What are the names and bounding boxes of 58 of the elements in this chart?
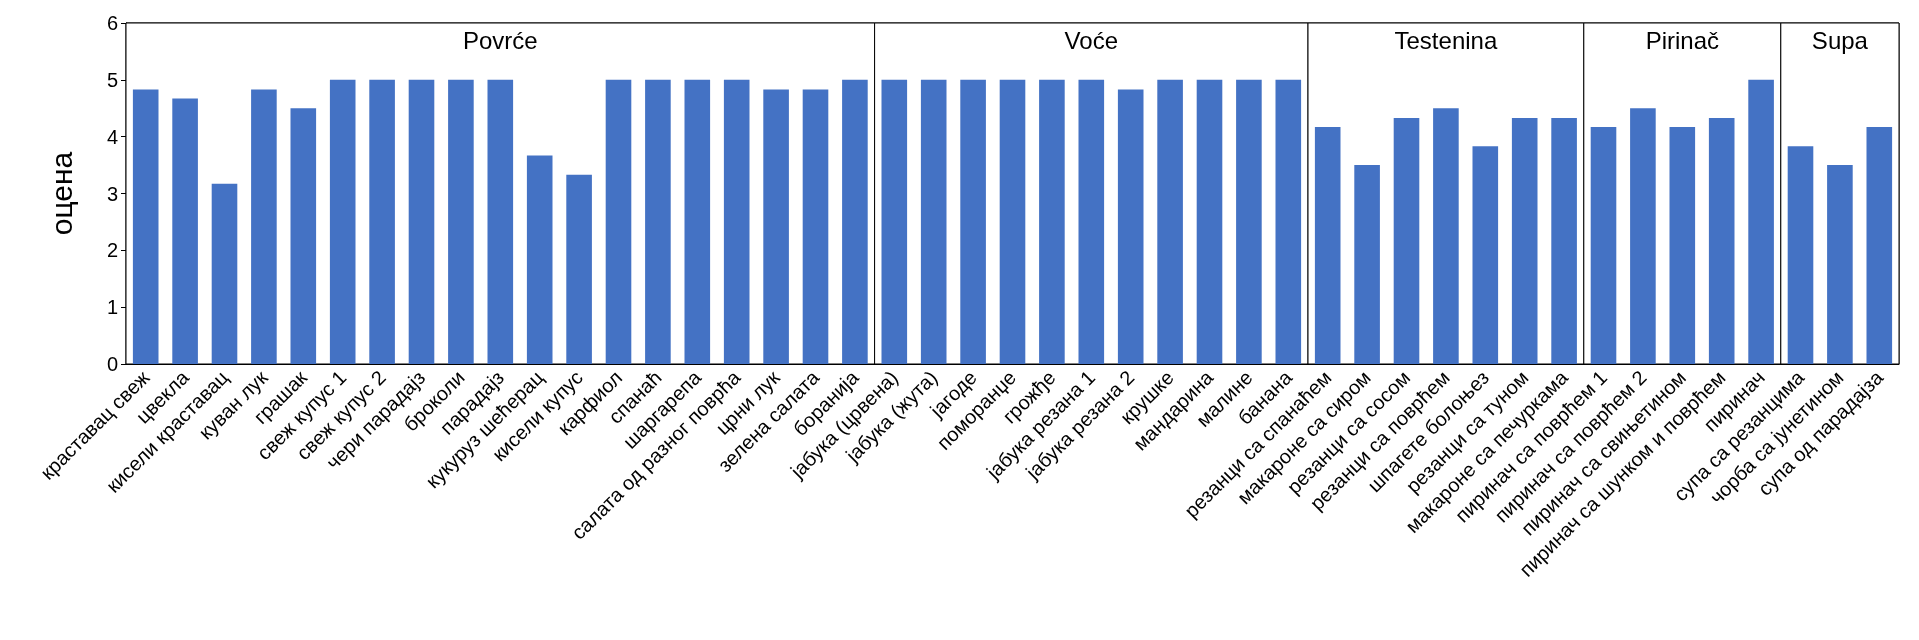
bar: [1748, 79, 1774, 364]
bar: [881, 79, 908, 364]
bar: [1551, 117, 1577, 364]
bar: [1314, 127, 1341, 364]
band-label: Supa: [1811, 27, 1869, 54]
band-label: Pirinač: [1645, 27, 1719, 54]
bar: [1787, 146, 1814, 364]
bar: [605, 79, 632, 364]
bar: [1511, 117, 1538, 364]
bar: [1433, 108, 1459, 364]
bar: [1393, 117, 1420, 364]
bar: [1630, 108, 1656, 364]
band-label: Voće: [1064, 27, 1118, 54]
bar: [1708, 117, 1735, 364]
bar: [920, 79, 947, 364]
y-axis-title: оцена: [44, 151, 78, 236]
bar: [251, 89, 277, 364]
bar: [684, 79, 711, 364]
bar: [960, 79, 986, 364]
bar: [1275, 79, 1302, 364]
y-tick-label: 5: [106, 68, 118, 91]
bar: [802, 89, 829, 364]
y-tick-label: 3: [106, 182, 118, 205]
band-label: Povrće: [462, 27, 538, 54]
y-tick-label: 4: [106, 125, 118, 148]
bar: [487, 79, 514, 364]
y-tick-label: 6: [106, 12, 118, 34]
bar: [842, 79, 868, 364]
bar: [448, 79, 474, 364]
bar: [290, 108, 317, 364]
bar: [329, 79, 356, 364]
bar: [1669, 127, 1696, 364]
bar: [1590, 127, 1617, 364]
bar: [1157, 79, 1183, 364]
bar: [211, 183, 238, 364]
bar: [1039, 79, 1065, 364]
band-label: Testenina: [1394, 27, 1498, 54]
bar: [723, 79, 750, 364]
bar: [1866, 127, 1893, 364]
bar: [172, 98, 198, 364]
bar: [1236, 79, 1262, 364]
bar: [408, 79, 435, 364]
bar: [763, 89, 789, 364]
y-tick-label: 1: [106, 296, 118, 319]
bar: [999, 79, 1026, 364]
bar: [1196, 79, 1223, 364]
bar: [1117, 89, 1144, 364]
bar: [645, 79, 671, 364]
bar: [1827, 165, 1853, 364]
bar: [1472, 146, 1499, 364]
bar: [526, 155, 553, 364]
bar: [1078, 79, 1105, 364]
bar: [132, 89, 159, 364]
bar: [369, 79, 395, 364]
bar: [1354, 165, 1380, 364]
y-tick-label: 2: [106, 239, 118, 262]
y-tick-label: 0: [106, 353, 118, 375]
bar: [566, 174, 592, 364]
